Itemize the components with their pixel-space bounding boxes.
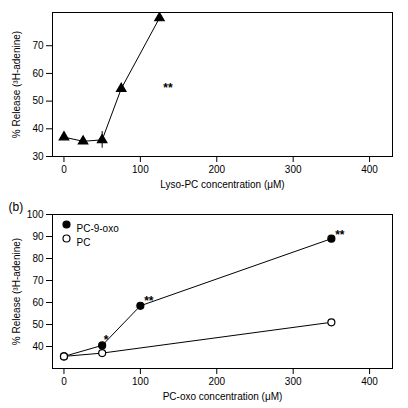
svg-text:*: *: [104, 333, 109, 347]
svg-text:80: 80: [32, 253, 44, 264]
svg-text:50: 50: [32, 319, 44, 330]
svg-text:Lyso-PC concentration (μM): Lyso-PC concentration (μM): [160, 179, 284, 190]
svg-text:200: 200: [208, 164, 225, 175]
svg-text:70: 70: [32, 40, 44, 51]
svg-text:0: 0: [61, 164, 67, 175]
svg-text:**: **: [163, 81, 173, 95]
svg-text:% Release (³H-adenine): % Release (³H-adenine): [11, 31, 22, 138]
svg-text:300: 300: [285, 376, 302, 387]
svg-text:60: 60: [32, 297, 44, 308]
svg-text:100: 100: [27, 209, 44, 220]
svg-text:**: **: [335, 228, 345, 242]
svg-text:% Release (³H-adenine): % Release (³H-adenine): [11, 238, 22, 345]
svg-text:100: 100: [132, 376, 149, 387]
svg-text:40: 40: [32, 341, 44, 352]
svg-text:PC-oxo concentration (μM): PC-oxo concentration (μM): [163, 391, 283, 402]
svg-text:70: 70: [32, 275, 44, 286]
svg-text:400: 400: [361, 376, 378, 387]
svg-text:60: 60: [32, 68, 44, 79]
svg-text:**: **: [144, 294, 154, 308]
svg-text:40: 40: [32, 123, 44, 134]
svg-text:50: 50: [32, 95, 44, 106]
svg-text:300: 300: [285, 164, 302, 175]
svg-text:PC: PC: [77, 237, 91, 248]
svg-text:90: 90: [32, 231, 44, 242]
svg-text:PC-9-oxo: PC-9-oxo: [77, 223, 120, 234]
svg-text:200: 200: [208, 376, 225, 387]
svg-text:100: 100: [132, 164, 149, 175]
svg-text:(b): (b): [9, 200, 24, 214]
svg-text:30: 30: [32, 151, 44, 162]
svg-text:400: 400: [361, 164, 378, 175]
svg-text:0: 0: [61, 376, 67, 387]
